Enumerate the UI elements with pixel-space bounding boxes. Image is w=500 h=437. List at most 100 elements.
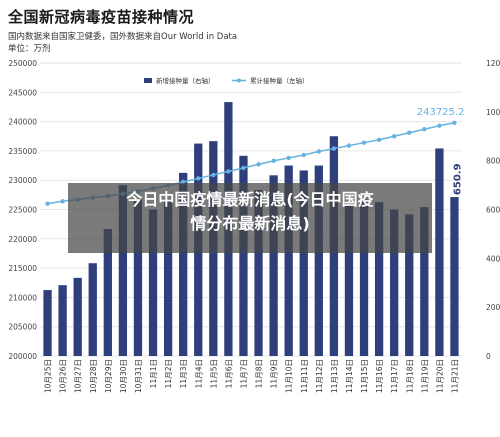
bar (88, 263, 97, 356)
y-left-tick-label: 250000 (8, 59, 37, 68)
y-left-tick-label: 235000 (8, 147, 37, 156)
x-tick-label: 11月8日 (255, 359, 264, 388)
x-tick-label: 10月26日 (59, 359, 68, 393)
line-point (361, 140, 367, 145)
x-tick-label: 11月2日 (164, 359, 173, 388)
line-point (211, 172, 216, 178)
y-right-tick-label: 1000 (486, 108, 500, 117)
x-tick-label: 10月29日 (104, 359, 113, 393)
bar (314, 165, 323, 356)
bar (73, 277, 82, 356)
x-tick-label: 10月27日 (74, 359, 83, 393)
y-left-tick-label: 200000 (8, 352, 37, 361)
line-point (331, 146, 337, 151)
bar (58, 285, 67, 356)
x-tick-label: 10月30日 (119, 359, 128, 393)
y-right-tick-label: 0 (486, 352, 491, 361)
y-right-tick-label: 1200 (486, 59, 500, 68)
y-left-tick-label: 245000 (8, 88, 37, 97)
y-right-tick-label: 800 (486, 157, 500, 166)
x-tick-label: 11月14日 (345, 359, 354, 393)
line-point (452, 120, 457, 125)
bar (118, 185, 128, 356)
x-tick-label: 11月3日 (179, 359, 188, 388)
bar (374, 202, 384, 356)
bar (254, 189, 263, 356)
overlay-line-2: 情分布最新消息) (190, 214, 310, 233)
bar (148, 209, 158, 356)
line-point (271, 158, 276, 164)
chart-title: 全国新冠病毒疫苗接种情况 (8, 8, 195, 26)
bar (284, 165, 293, 356)
bar (299, 170, 308, 356)
unit-note: 单位：万剂 (8, 44, 51, 54)
line-point (346, 143, 352, 148)
legend-bar-label: 新增接种量（右轴） (156, 76, 215, 85)
x-tick-label: 11月21日 (450, 359, 459, 393)
line-point (437, 123, 442, 128)
x-tick-label: 11月1日 (149, 359, 158, 388)
y-left-tick-label: 240000 (8, 118, 37, 127)
bar (179, 172, 188, 356)
x-tick-label: 10月31日 (134, 359, 143, 393)
y-right-tick-label: 200 (486, 303, 500, 312)
y-left-tick-label: 225000 (8, 206, 37, 215)
line-point (45, 201, 50, 206)
x-tick-label: 11月15日 (360, 359, 369, 393)
bar (359, 199, 369, 356)
x-tick-label: 11月20日 (435, 359, 444, 393)
x-tick-label: 11月16日 (375, 359, 384, 393)
y-right-tick-label: 400 (486, 254, 500, 263)
line-point (286, 155, 291, 161)
overlay-headline: 今日中国疫情最新消息(今日中国疫 情分布最新消息) (68, 188, 432, 236)
y-right-tick-label: 600 (486, 206, 500, 215)
x-tick-label: 10月28日 (89, 359, 98, 393)
line-point (376, 137, 382, 142)
bar (103, 229, 112, 356)
x-tick-label: 11月11日 (300, 359, 309, 393)
bar (269, 175, 278, 356)
y-left-tick-label: 205000 (8, 323, 37, 332)
x-tick-label: 10月25日 (44, 359, 53, 393)
bar (133, 199, 143, 356)
legend-line-label: 累计接种量（左轴） (250, 76, 309, 85)
line-point (241, 165, 246, 171)
x-tick-label: 11月5日 (209, 359, 218, 388)
x-tick-label: 11月4日 (194, 359, 203, 388)
bar (450, 197, 459, 356)
line-point (391, 134, 397, 139)
line-point (256, 162, 261, 167)
bar (435, 148, 444, 356)
bar (239, 155, 248, 356)
legend-line-marker (237, 78, 241, 83)
legend-bar-swatch (144, 78, 152, 83)
overlay-line-1: 今日中国疫情最新消息(今日中国疫 (126, 190, 374, 209)
bar (43, 290, 52, 356)
x-tick-label: 11月9日 (270, 359, 279, 388)
line-point (422, 127, 427, 132)
x-tick-label: 11月18日 (405, 359, 414, 393)
bar (163, 199, 173, 356)
watermark-overlay (68, 183, 432, 253)
x-tick-label: 11月12日 (315, 359, 324, 393)
source-note: 国内数据来自国家卫健委，国外数据来自Our World in Data (8, 32, 238, 42)
bar (344, 204, 354, 356)
bar-end-label: 650.9 (452, 163, 463, 195)
bar (390, 209, 399, 356)
bar (420, 207, 429, 356)
line-point (226, 169, 231, 174)
y-left-tick-label: 230000 (8, 176, 37, 185)
x-tick-label: 11月6日 (224, 359, 233, 388)
x-tick-label: 11月19日 (420, 359, 429, 393)
y-left-tick-label: 215000 (8, 264, 37, 273)
line-point (407, 130, 412, 135)
x-tick-label: 11月17日 (390, 359, 399, 393)
y-left-tick-label: 220000 (8, 235, 37, 244)
line-point (316, 149, 322, 154)
line-point (60, 199, 65, 204)
line-point (301, 152, 306, 158)
line-end-label: 243725.2 (417, 107, 465, 118)
x-tick-label: 11月10日 (285, 359, 294, 393)
line-point (196, 176, 201, 181)
x-tick-label: 11月7日 (239, 359, 248, 388)
